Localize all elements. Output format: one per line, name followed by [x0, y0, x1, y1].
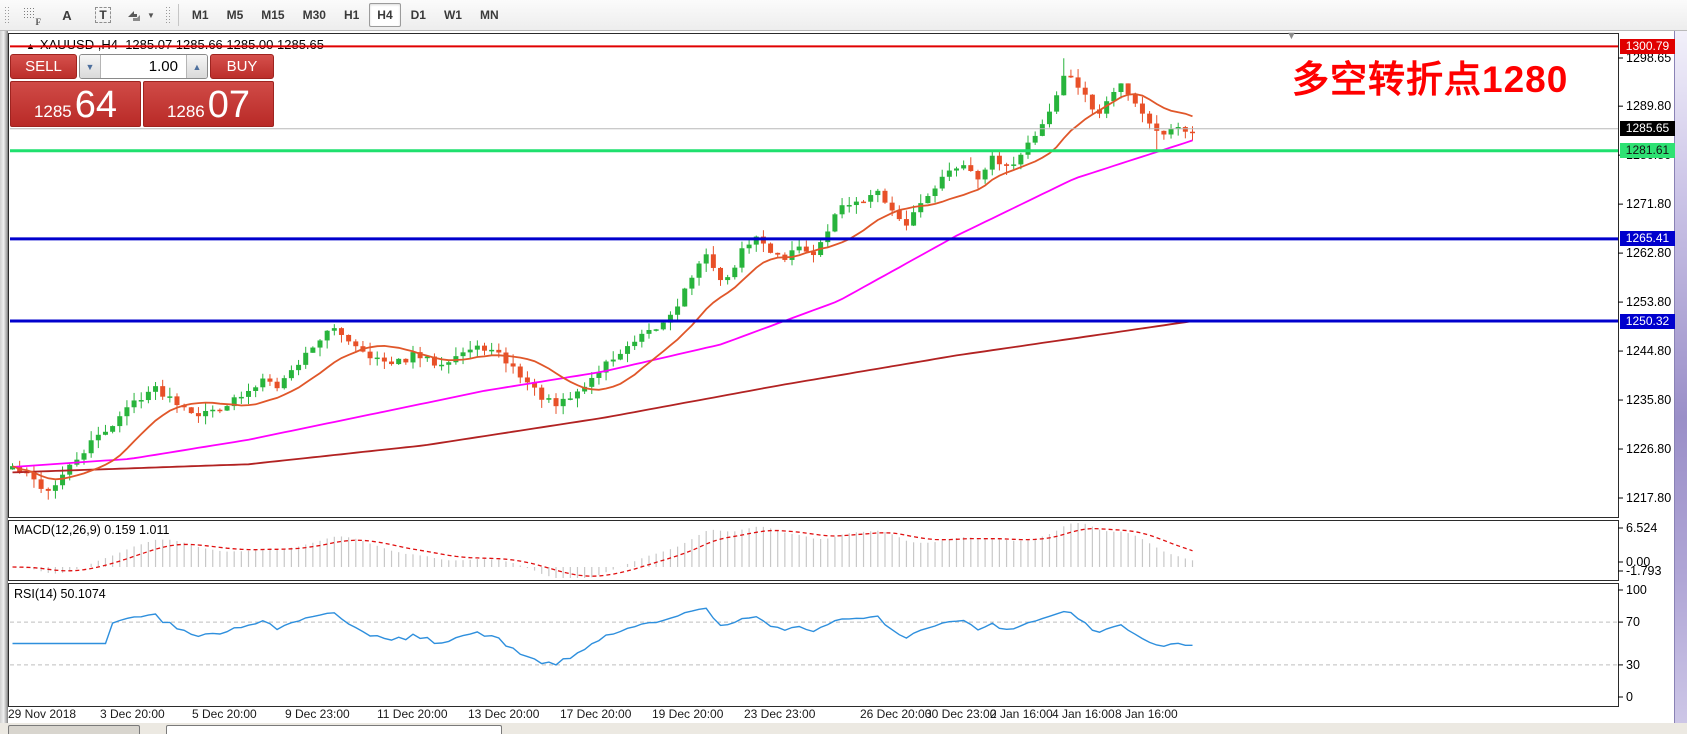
drawing-tools-icon[interactable]: ▼	[123, 2, 159, 28]
time-label: 8 Jan 16:00	[1115, 707, 1178, 721]
price-tick: 1235.80	[1626, 393, 1672, 408]
time-label: 5 Dec 20:00	[192, 707, 257, 721]
price-badge: 1285.65	[1620, 121, 1675, 137]
sell-button[interactable]: SELL	[10, 54, 77, 79]
time-label: 2 Jan 16:00	[990, 707, 1053, 721]
rsi-label: RSI(14) 50.1074	[14, 587, 106, 601]
price-tick: 1244.80	[1626, 344, 1672, 359]
time-label: 11 Dec 20:00	[377, 707, 448, 721]
chart-title: ▲ XAUUSD ,H4 1285.07 1285.66 1285.00 1285…	[26, 37, 324, 52]
time-label: 17 Dec 20:00	[560, 707, 632, 721]
chevron-down-icon: ▼	[147, 10, 155, 20]
dotted-grid-icon: F	[22, 6, 41, 27]
text-label-tool-icon[interactable]: A	[62, 7, 72, 23]
price-tick: 1271.80	[1626, 197, 1672, 212]
buy-price-big: 07	[207, 84, 251, 126]
timeframe-button-h4[interactable]: H4	[369, 3, 401, 27]
timeframe-button-mn[interactable]: MN	[479, 8, 499, 22]
price-badge: 1250.32	[1620, 313, 1675, 329]
volume-group: ▼ ▲	[79, 54, 208, 79]
macd-label: MACD(12,26,9) 0.159 1.011	[14, 523, 170, 537]
sell-price-big: 64	[74, 84, 118, 126]
time-label: 3 Dec 20:00	[100, 707, 165, 721]
timeframe-button-m1[interactable]: M1	[191, 8, 209, 22]
timeframe-button-h1[interactable]: H1	[343, 8, 360, 22]
macd-tick: 6.524	[1626, 521, 1658, 535]
sell-price[interactable]: 1285 64	[10, 81, 141, 127]
rsi-tick: 0	[1626, 690, 1633, 704]
time-label: 23 Dec 23:00	[744, 707, 816, 721]
indicator-grid-icon[interactable]: F	[15, 2, 47, 28]
left-scroll-gutter	[0, 31, 8, 734]
time-label: 29 Nov 2018	[8, 707, 77, 721]
volume-input[interactable]	[101, 55, 186, 78]
price-tick: 1226.80	[1626, 442, 1672, 457]
sell-price-small: 1285	[33, 102, 72, 121]
time-label: 13 Dec 20:00	[468, 707, 540, 721]
toolbar-grip[interactable]	[3, 5, 10, 25]
volume-increase-button[interactable]: ▲	[186, 55, 207, 78]
diagonal-arrows-icon	[128, 10, 140, 21]
timeframe-button-m5[interactable]: M5	[226, 8, 244, 22]
chart-tab-2[interactable]	[166, 725, 502, 734]
toolbar-grip-2[interactable]	[163, 5, 171, 25]
chart-title-ohlc: 1285.07 1285.66 1285.00 1285.65	[125, 37, 324, 52]
timeframe-button-m15[interactable]: M15	[261, 8, 285, 22]
one-click-trading-panel: SELL ▼ ▲ BUY 1285 64 1286 07	[10, 54, 274, 127]
time-label: 26 Dec 20:00	[860, 707, 932, 721]
buy-price-small: 1286	[166, 102, 205, 121]
text-tool-icon[interactable]: T	[87, 2, 119, 28]
chart-shift-marker-icon[interactable]: ▼	[1286, 30, 1297, 42]
rsi-tick: 30	[1626, 657, 1640, 672]
timeframe-button-w1[interactable]: W1	[443, 8, 462, 22]
right-margin-strip	[1674, 31, 1687, 734]
price-tick: 1217.80	[1626, 491, 1672, 505]
timeframe-button-m30[interactable]: M30	[302, 8, 326, 22]
time-label: 9 Dec 23:00	[285, 707, 350, 721]
price-tick: 1289.80	[1626, 99, 1672, 114]
toolbar: F A T ▼ M1 M5 M15 M30 H1 H4 D1 W1 MN	[0, 0, 1687, 31]
chart-title-symbol: XAUUSD ,H4	[39, 37, 118, 52]
bottom-tab-bar	[0, 723, 1687, 734]
symbol-marker-icon: ▲	[26, 41, 35, 51]
buy-price[interactable]: 1286 07	[143, 81, 274, 127]
rsi-tick: 100	[1626, 583, 1647, 597]
chart-tab-1[interactable]	[8, 725, 140, 734]
price-tick: 1262.80	[1626, 246, 1672, 261]
price-badge: 1281.61	[1620, 143, 1675, 159]
rsi-tick: 70	[1626, 615, 1640, 630]
price-badge: 1265.41	[1620, 231, 1675, 247]
time-label: 19 Dec 20:00	[652, 707, 724, 721]
buy-button[interactable]: BUY	[210, 54, 274, 79]
toolbar-separator	[177, 4, 179, 26]
price-tick: 1253.80	[1626, 295, 1672, 310]
volume-decrease-button[interactable]: ▼	[80, 55, 101, 78]
dashed-t-icon: T	[95, 7, 111, 23]
time-label: 4 Jan 16:00	[1052, 707, 1115, 721]
timeframe-button-d1[interactable]: D1	[410, 8, 426, 22]
price-badge: 1300.79	[1620, 38, 1675, 54]
timeframe-buttons: M1 M5 M15 M30 H1 H4 D1 W1 MN	[183, 3, 508, 27]
time-label: 30 Dec 23:00	[925, 707, 997, 721]
macd-tick: -1.793	[1626, 564, 1662, 578]
macd-tick: 0.00	[1626, 555, 1651, 569]
chart-annotation: 多空转折点1280	[1292, 59, 1569, 100]
price-tick: 1298.65	[1626, 51, 1672, 65]
